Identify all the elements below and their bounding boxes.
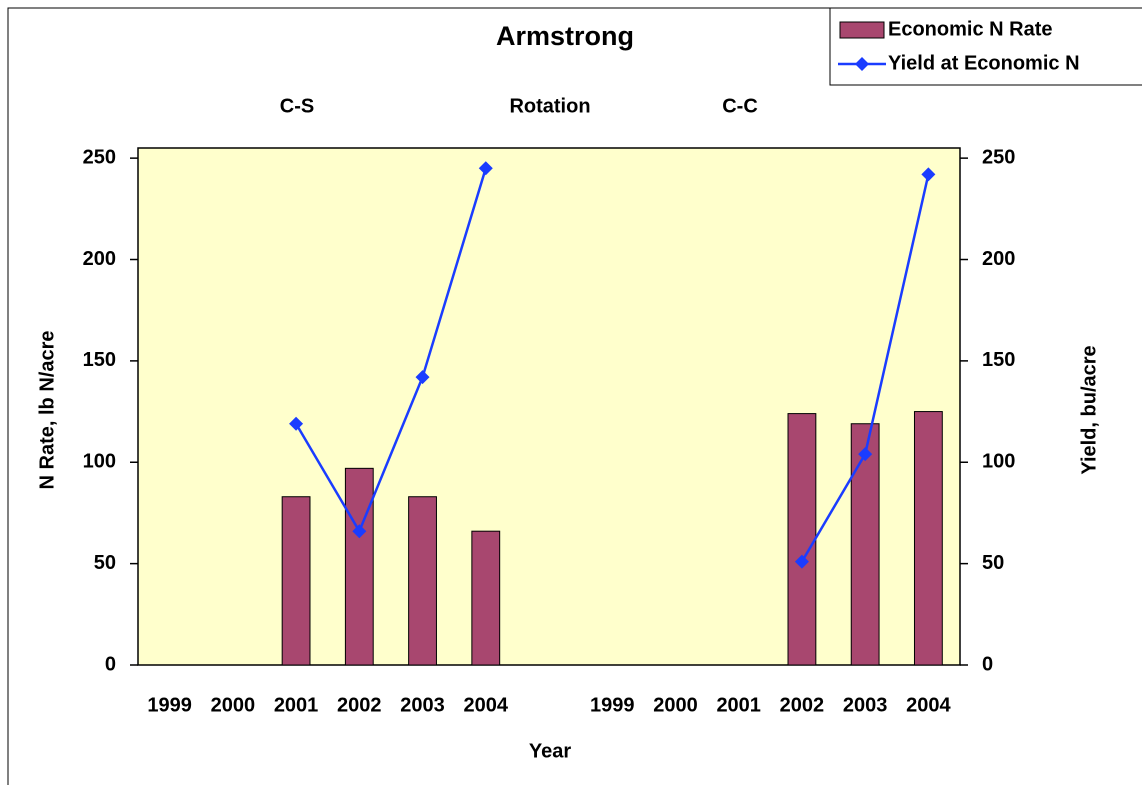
y2-tick-label: 100 bbox=[982, 451, 1015, 473]
y2-tick-label: 0 bbox=[982, 653, 993, 675]
annotation: C-C bbox=[722, 95, 758, 117]
x-tick-label: 1999 bbox=[147, 694, 192, 716]
chart-title: Armstrong bbox=[496, 21, 634, 51]
legend-label: Economic N Rate bbox=[888, 18, 1052, 40]
annotation: Rotation bbox=[509, 95, 590, 117]
legend-label: Yield at Economic N bbox=[888, 52, 1080, 74]
bar bbox=[281, 496, 311, 666]
bar bbox=[787, 413, 817, 666]
bar bbox=[850, 423, 880, 666]
marker bbox=[478, 161, 493, 176]
y-tick-label: 100 bbox=[83, 451, 116, 473]
y-tick-label: 50 bbox=[94, 552, 116, 574]
x-tick-label: 2001 bbox=[716, 694, 761, 716]
y-tick-label: 150 bbox=[83, 349, 116, 371]
marker bbox=[415, 370, 430, 385]
y2-tick-label: 200 bbox=[982, 248, 1015, 270]
x-tick-label: 2004 bbox=[906, 694, 951, 716]
y2-tick-label: 250 bbox=[982, 146, 1015, 168]
legend-box bbox=[829, 7, 1142, 86]
bar bbox=[471, 530, 501, 666]
y-axis-label: N Rate, lb N/acre bbox=[36, 331, 58, 490]
y-tick-label: 0 bbox=[105, 653, 116, 675]
y2-tick-label: 50 bbox=[982, 552, 1004, 574]
y-tick-label: 200 bbox=[83, 248, 116, 270]
marker bbox=[858, 447, 873, 462]
bar bbox=[344, 467, 374, 666]
x-tick-label: 2002 bbox=[337, 694, 382, 716]
x-tick-label: 1999 bbox=[590, 694, 635, 716]
marker bbox=[921, 167, 936, 182]
bar bbox=[913, 411, 943, 666]
x-tick-label: 2000 bbox=[653, 694, 698, 716]
annotation: C-S bbox=[280, 95, 314, 117]
plot-area bbox=[137, 147, 961, 666]
legend-swatch bbox=[839, 21, 885, 39]
marker bbox=[352, 524, 367, 539]
x-tick-label: 2001 bbox=[274, 694, 319, 716]
x-tick-label: 2000 bbox=[211, 694, 256, 716]
x-tick-label: 2003 bbox=[843, 694, 888, 716]
y-tick-label: 250 bbox=[83, 146, 116, 168]
x-axis-label: Year bbox=[529, 740, 571, 762]
legend-marker bbox=[855, 57, 869, 71]
line bbox=[294, 167, 487, 534]
y2-axis-label: Yield, bu/acre bbox=[1078, 345, 1100, 474]
marker bbox=[794, 554, 809, 569]
x-tick-label: 2004 bbox=[464, 694, 509, 716]
chart-frame bbox=[7, 7, 1142, 785]
y2-tick-label: 150 bbox=[982, 349, 1015, 371]
bar bbox=[408, 496, 437, 666]
marker bbox=[289, 416, 304, 431]
x-tick-label: 2002 bbox=[780, 694, 825, 716]
x-tick-label: 2003 bbox=[400, 694, 445, 716]
